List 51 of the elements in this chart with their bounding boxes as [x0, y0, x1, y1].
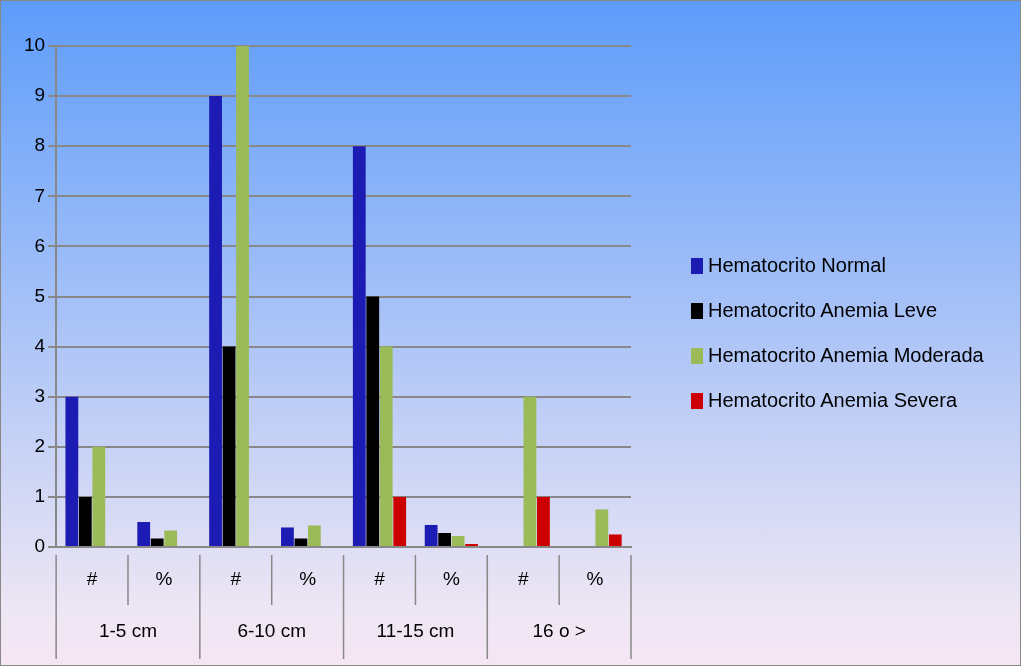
y-tick-label: 1 [34, 485, 46, 507]
y-tick-label: 2 [34, 435, 46, 457]
bar [393, 496, 407, 546]
bar [424, 524, 438, 546]
bar [523, 396, 537, 546]
bar [366, 296, 380, 546]
legend-label: Hematocrito Anemia Severa [708, 389, 958, 412]
text: 1-5 cm [98, 620, 158, 642]
y-tick-label: 9 [34, 84, 46, 106]
y-tick-label: 4 [34, 334, 46, 356]
bar [150, 538, 164, 546]
bar [595, 509, 609, 546]
y-tick-label: 3 [34, 384, 46, 406]
bar [537, 496, 550, 546]
x-tick-label: # [517, 568, 529, 590]
bar [209, 96, 222, 546]
y-tick-label: 8 [34, 134, 46, 156]
bar [164, 530, 178, 546]
x-tick-label: % [155, 568, 173, 590]
y-tick-label: 10 [23, 34, 46, 56]
legend-label: Hematocrito Anemia Moderada [708, 344, 984, 367]
legend-label: Hematocrito Normal [708, 254, 886, 277]
bar [65, 396, 79, 546]
x-tick-label: # [230, 568, 242, 590]
bar [92, 446, 106, 546]
bar [78, 496, 92, 546]
x-tick-label: % [299, 568, 317, 590]
bar [137, 521, 151, 546]
bar [236, 46, 249, 546]
y-tick-label: 6 [34, 234, 46, 256]
bar [352, 146, 366, 546]
bar [281, 527, 294, 546]
x-tick-label: % [586, 568, 604, 590]
y-tick-label: 7 [34, 184, 46, 206]
bar [222, 346, 236, 546]
bar [608, 534, 622, 546]
x-tick-label: # [374, 568, 386, 590]
text: 16 o > [532, 620, 586, 642]
legend-label: Hematocrito Anemia Leve [708, 299, 938, 322]
bar [307, 525, 321, 546]
x-tick-label: % [442, 568, 460, 590]
y-tick-label: 5 [34, 284, 46, 306]
text: 6-10 cm [237, 620, 307, 642]
bar [438, 532, 452, 546]
y-tick-label: 0 [34, 535, 46, 557]
text: 11-15 cm [376, 620, 455, 642]
bar [379, 346, 393, 546]
bar [294, 538, 308, 546]
bar [465, 543, 478, 546]
bar [451, 535, 465, 546]
x-tick-label: # [86, 568, 98, 590]
